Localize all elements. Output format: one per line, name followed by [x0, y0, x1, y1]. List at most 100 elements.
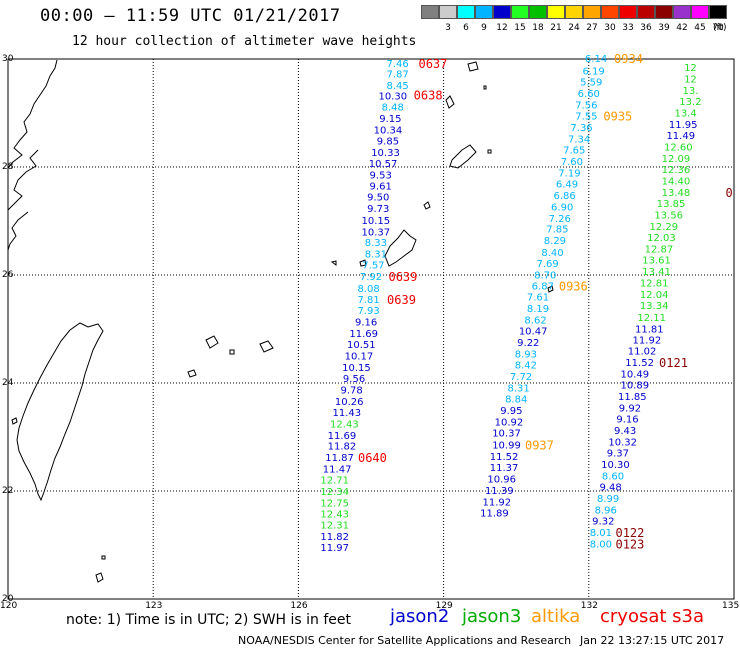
wave-height-value: 8.01 [590, 528, 612, 539]
wave-height-value: 7.72 [510, 372, 532, 383]
wave-height-value: 11.82 [320, 532, 349, 543]
wave-height-value: 9.48 [599, 483, 621, 494]
wave-height-value: 9.56 [343, 374, 365, 385]
wave-height-value: 11.47 [323, 464, 352, 475]
wave-height-value: 6.86 [553, 191, 575, 202]
wave-height-value: 10.32 [608, 437, 637, 448]
wave-height-value: 12.71 [320, 476, 349, 487]
wave-height-value: 7.36 [570, 123, 592, 134]
wave-height-value: 12.09 [662, 154, 691, 165]
wave-height-value: 10.37 [492, 429, 521, 440]
tanegashima-island [445, 95, 455, 109]
color-scale-unit: (ft) [713, 23, 727, 33]
wave-height-value: 12.43 [320, 510, 349, 521]
wave-height-value: 13.56 [654, 211, 683, 222]
wave-height-value: 10.30 [378, 92, 407, 103]
wave-height-value: 11.92 [483, 497, 512, 508]
wave-height-value: 10.15 [362, 216, 391, 227]
latitude-tick-label: 20 [2, 594, 14, 604]
wave-height-value: 11.69 [349, 329, 378, 340]
color-scale-label: 42 [676, 23, 688, 33]
color-scale-label: 36 [640, 23, 652, 33]
pass-time-label: 0934 [614, 52, 643, 66]
wave-height-value: 8.33 [365, 238, 387, 249]
pass-time-label: 0639 [387, 293, 416, 307]
color-scale-label: 21 [550, 23, 562, 33]
color-swatch [673, 5, 691, 19]
wave-height-value: 13.85 [657, 199, 686, 210]
pass-time-label: 0638 [414, 89, 443, 103]
wave-height-value: 13.34 [640, 301, 669, 312]
wave-height-value: 11.89 [480, 509, 509, 520]
wave-height-value: 6.87 [532, 281, 554, 292]
wave-height-value: 13. [682, 86, 698, 97]
wave-height-value: 11.69 [328, 431, 357, 442]
footnote: note: 1) Time is in UTC; 2) SWH is in fe… [66, 612, 352, 628]
wave-height-value: 8.29 [544, 236, 566, 247]
pass-time-label: 0935 [603, 110, 632, 124]
wave-height-value: 8.62 [524, 315, 546, 326]
daito-island [547, 285, 554, 293]
wave-height-value: 10.26 [335, 397, 364, 408]
pass-time-label: 0637 [418, 57, 447, 71]
wave-height-value: 10.49 [620, 369, 649, 380]
latitude-tick-label: 24 [2, 378, 14, 388]
wave-height-value: 12.29 [649, 222, 678, 233]
wave-height-value: 9.50 [367, 193, 389, 204]
yakushima-island [467, 61, 487, 90]
pass-time-label: 0123 [615, 537, 644, 551]
color-swatch [439, 5, 457, 19]
legend-entry: cryosat s3a [600, 606, 705, 627]
penghu-islands [11, 417, 18, 425]
longitude-tick-label: 132 [580, 601, 598, 611]
wave-height-value: 7.93 [357, 306, 379, 317]
color-swatch [637, 5, 655, 19]
wave-height-values: 7.467.878.4510.308.489.1510.349.8510.331… [320, 54, 701, 554]
wave-height-value: 9.37 [607, 449, 629, 460]
wave-height-value: 7.85 [546, 225, 568, 236]
wave-height-value: 8.96 [595, 505, 617, 516]
wave-height-value: 9.85 [377, 137, 399, 148]
wave-height-value: 6.60 [578, 89, 600, 100]
wave-height-value: 7.56 [575, 100, 597, 111]
color-swatch [709, 5, 727, 19]
wave-height-value: 10.47 [519, 327, 548, 338]
wave-height-value: 12.31 [320, 520, 349, 531]
color-swatch [565, 5, 583, 19]
pass-time-label: 0122 [615, 526, 644, 540]
wave-height-value: 11.37 [490, 463, 519, 474]
generated-timestamp: Jan 22 13:27:15 UTC 2017 [580, 634, 725, 647]
wave-height-value: 9.43 [614, 426, 636, 437]
wave-height-value: 7.65 [563, 146, 585, 157]
tokunoshima-island [423, 201, 431, 210]
color-scale-label: 6 [463, 23, 469, 33]
wave-height-value: 12 [684, 63, 697, 74]
color-swatch [655, 5, 673, 19]
wave-height-value: 6.14 [585, 54, 607, 65]
taiwan-coastline [16, 322, 104, 502]
color-scale-label: 70 [712, 23, 724, 33]
legend-entry: jason3 [462, 606, 522, 627]
wave-height-value: 9.53 [370, 171, 392, 182]
color-swatch [421, 5, 439, 19]
color-swatch [529, 5, 547, 19]
wave-height-value: 8.31 [365, 249, 387, 260]
kerama-islands [330, 259, 367, 267]
color-swatch [475, 5, 493, 19]
wave-height-value: 9.16 [355, 317, 377, 328]
wave-height-value: 6.90 [551, 202, 573, 213]
wave-height-value: 9.73 [367, 204, 389, 215]
chart-title: 00:00 – 11:59 UTC 01/21/2017 [40, 6, 341, 26]
wave-height-value: 9.78 [341, 385, 363, 396]
wave-height-value: 11.43 [332, 408, 361, 419]
latitude-tick-label: 28 [2, 162, 14, 172]
wave-height-value: 12.11 [637, 313, 666, 324]
longitude-tick-label: 126 [290, 601, 308, 611]
wave-height-value: 9.32 [592, 517, 614, 528]
pass-labels: 0637063806390639064009340935093609370121… [358, 52, 733, 551]
wave-height-value: 10.89 [620, 381, 649, 392]
wave-height-value: 10.92 [495, 417, 524, 428]
wave-height-value: 11.52 [490, 452, 519, 463]
wave-height-value: 12.75 [320, 498, 349, 509]
pass-time-label: 0121 [659, 356, 688, 370]
